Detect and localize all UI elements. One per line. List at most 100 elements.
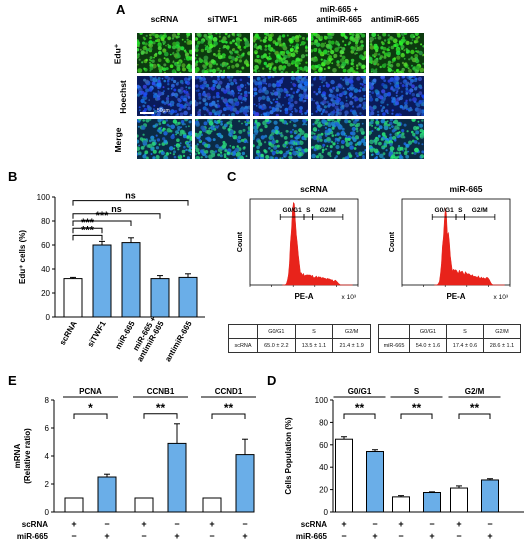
cell-nucleus — [326, 145, 329, 148]
cell-nucleus — [391, 69, 394, 72]
cell-nucleus — [254, 58, 259, 63]
cell-nucleus — [400, 33, 405, 36]
y-tick-label: 100 — [315, 396, 329, 405]
cell-nucleus — [358, 104, 362, 108]
histogram-ylabel-group: Count — [389, 231, 396, 252]
cell-nucleus — [144, 101, 147, 104]
cell-nucleus — [278, 59, 282, 63]
cell-nucleus — [337, 43, 341, 47]
cell-nucleus — [352, 49, 355, 52]
cell-nucleus — [222, 113, 226, 116]
cell-nucleus — [237, 43, 240, 46]
cell-nucleus — [269, 100, 272, 103]
cell-nucleus — [162, 40, 166, 44]
cell-nucleus — [356, 52, 358, 55]
cell-nucleus — [330, 79, 335, 85]
group-sign: + — [341, 519, 346, 529]
cell-nucleus — [331, 62, 334, 65]
cell-nucleus — [227, 128, 231, 131]
cell-nucleus — [202, 106, 207, 111]
cell-nucleus — [389, 133, 392, 136]
cell-nucleus — [267, 83, 272, 87]
cell-nucleus — [281, 103, 285, 107]
cell-nucleus — [371, 60, 374, 63]
cell-nucleus — [389, 119, 393, 122]
cell-nucleus — [404, 79, 407, 83]
cell-nucleus — [178, 107, 182, 111]
bar — [92, 244, 112, 318]
cell-nucleus — [325, 43, 330, 48]
cell-nucleus — [387, 34, 390, 37]
cell-nucleus — [200, 150, 204, 154]
cell-nucleus — [209, 33, 213, 35]
bar-mir665 — [481, 479, 499, 513]
cell-nucleus — [311, 36, 314, 41]
cell-nucleus — [158, 122, 162, 126]
cell-nucleus — [188, 146, 192, 150]
cell-nucleus — [165, 76, 168, 78]
cell-nucleus — [327, 66, 331, 70]
cell-nucleus — [398, 112, 401, 115]
cell-nucleus — [155, 134, 158, 137]
cell-nucleus — [350, 68, 353, 71]
cell-nucleus — [233, 78, 237, 83]
cell-nucleus — [345, 96, 348, 99]
cell-nucleus — [168, 103, 172, 106]
cell-nucleus — [415, 66, 418, 69]
cell-nucleus — [175, 130, 179, 134]
cell-nucleus — [231, 91, 235, 96]
cell-nucleus — [373, 58, 379, 64]
table-cell: 13.5 ± 1.1 — [294, 338, 334, 353]
cell-nucleus — [336, 108, 340, 112]
cell-nucleus — [377, 134, 381, 138]
bar-scrna — [392, 496, 410, 513]
cell-nucleus — [324, 129, 329, 134]
cell-nucleus — [333, 53, 338, 58]
cell-nucleus — [160, 91, 165, 96]
cell-nucleus — [211, 68, 217, 73]
cell-nucleus — [142, 41, 146, 45]
cell-nucleus — [347, 120, 351, 124]
group-sign: + — [456, 519, 461, 529]
histogram-x-exponent: x 10³ — [342, 294, 357, 301]
micrograph-edu — [311, 33, 366, 73]
cell-nucleus — [142, 154, 147, 159]
cell-nucleus — [215, 33, 218, 35]
cell-nucleus — [326, 100, 329, 104]
cell-nucleus — [235, 63, 240, 68]
cell-nucleus — [297, 69, 300, 72]
cell-nucleus — [341, 127, 345, 131]
cell-nucleus — [279, 109, 282, 112]
cell-nucleus — [268, 147, 271, 150]
cell-nucleus — [137, 54, 140, 59]
cell-nucleus — [373, 52, 378, 57]
cell-nucleus — [241, 66, 245, 70]
cell-nucleus — [264, 48, 267, 51]
cell-nucleus — [184, 52, 190, 57]
cell-nucleus — [375, 119, 379, 121]
cell-nucleus — [233, 97, 238, 102]
cell-nucleus — [151, 59, 155, 63]
cell-nucleus — [199, 130, 203, 134]
cell-nucleus — [138, 109, 141, 111]
table-row-label: scRNA — [228, 338, 258, 353]
cell-nucleus — [232, 58, 236, 61]
cell-nucleus — [334, 140, 337, 143]
cell-nucleus — [298, 109, 303, 114]
cell-nucleus — [359, 82, 362, 85]
cell-nucleus — [224, 149, 228, 153]
cell-nucleus — [347, 43, 350, 46]
cell-nucleus — [410, 108, 413, 112]
cell-nucleus — [188, 149, 192, 152]
panel-a-letter: A — [116, 2, 126, 17]
cell-nucleus — [258, 89, 263, 94]
cell-nucleus — [288, 151, 292, 155]
cell-nucleus — [422, 62, 424, 65]
cell-nucleus — [383, 55, 387, 59]
cell-nucleus — [356, 76, 361, 81]
cell-nucleus — [231, 64, 235, 69]
cell-nucleus — [205, 109, 209, 112]
micrograph-merge — [253, 119, 308, 159]
cell-nucleus — [389, 127, 391, 130]
cell-nucleus — [155, 52, 158, 56]
